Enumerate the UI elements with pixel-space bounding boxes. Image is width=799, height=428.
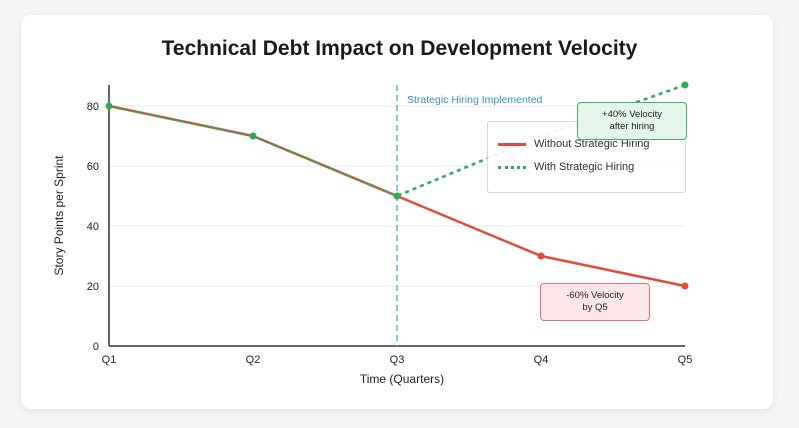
- legend-label: Without Strategic Hiring: [534, 138, 650, 150]
- legend-swatch-dotted: [498, 165, 526, 169]
- x-tick-label: Q2: [246, 354, 261, 366]
- annotation-line: after hiring: [609, 121, 655, 132]
- legend-label: With Strategic Hiring: [534, 161, 635, 173]
- x-tick-label: Q4: [534, 354, 549, 366]
- y-tick-label: 0: [93, 341, 99, 353]
- chart-card: [21, 15, 773, 409]
- data-point-without-hiring: [681, 282, 689, 290]
- data-point-with-hiring: [105, 102, 113, 110]
- annotation-line: +40% Velocity: [602, 109, 662, 120]
- x-tick-label: Q1: [102, 354, 117, 366]
- data-point-with-hiring: [393, 192, 401, 200]
- y-tick-label: 60: [87, 161, 99, 173]
- y-tick-label: 20: [87, 281, 99, 293]
- chart-title: Technical Debt Impact on Development Vel…: [161, 37, 638, 60]
- annotation-velocity-loss: -60% Velocity by Q5: [540, 283, 650, 321]
- data-point-with-hiring: [249, 132, 257, 140]
- y-axis-label: Story Points per Sprint: [52, 155, 66, 276]
- x-tick-label: Q3: [390, 354, 405, 366]
- x-tick-label: Q5: [678, 354, 693, 366]
- x-axis-label: Time (Quarters): [360, 372, 444, 386]
- y-tick-label: 40: [87, 221, 99, 233]
- legend-item-without: Without Strategic Hiring: [498, 138, 650, 150]
- marker-line-label: Strategic Hiring Implemented: [407, 94, 543, 106]
- annotation-line: -60% Velocity: [566, 290, 624, 301]
- series-line-with-hiring: [108, 83, 686, 198]
- annotation-line: by Q5: [582, 302, 608, 313]
- y-tick-label: 80: [87, 101, 99, 113]
- data-point-without-hiring: [537, 252, 545, 260]
- legend-item-with: With Strategic Hiring: [498, 161, 634, 173]
- annotation-velocity-gain: +40% Velocity after hiring: [577, 102, 687, 140]
- data-point-with-hiring: [681, 81, 689, 89]
- legend-swatch-solid: [498, 142, 526, 146]
